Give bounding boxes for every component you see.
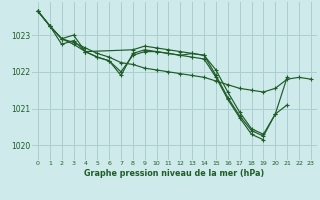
X-axis label: Graphe pression niveau de la mer (hPa): Graphe pression niveau de la mer (hPa): [84, 169, 265, 178]
